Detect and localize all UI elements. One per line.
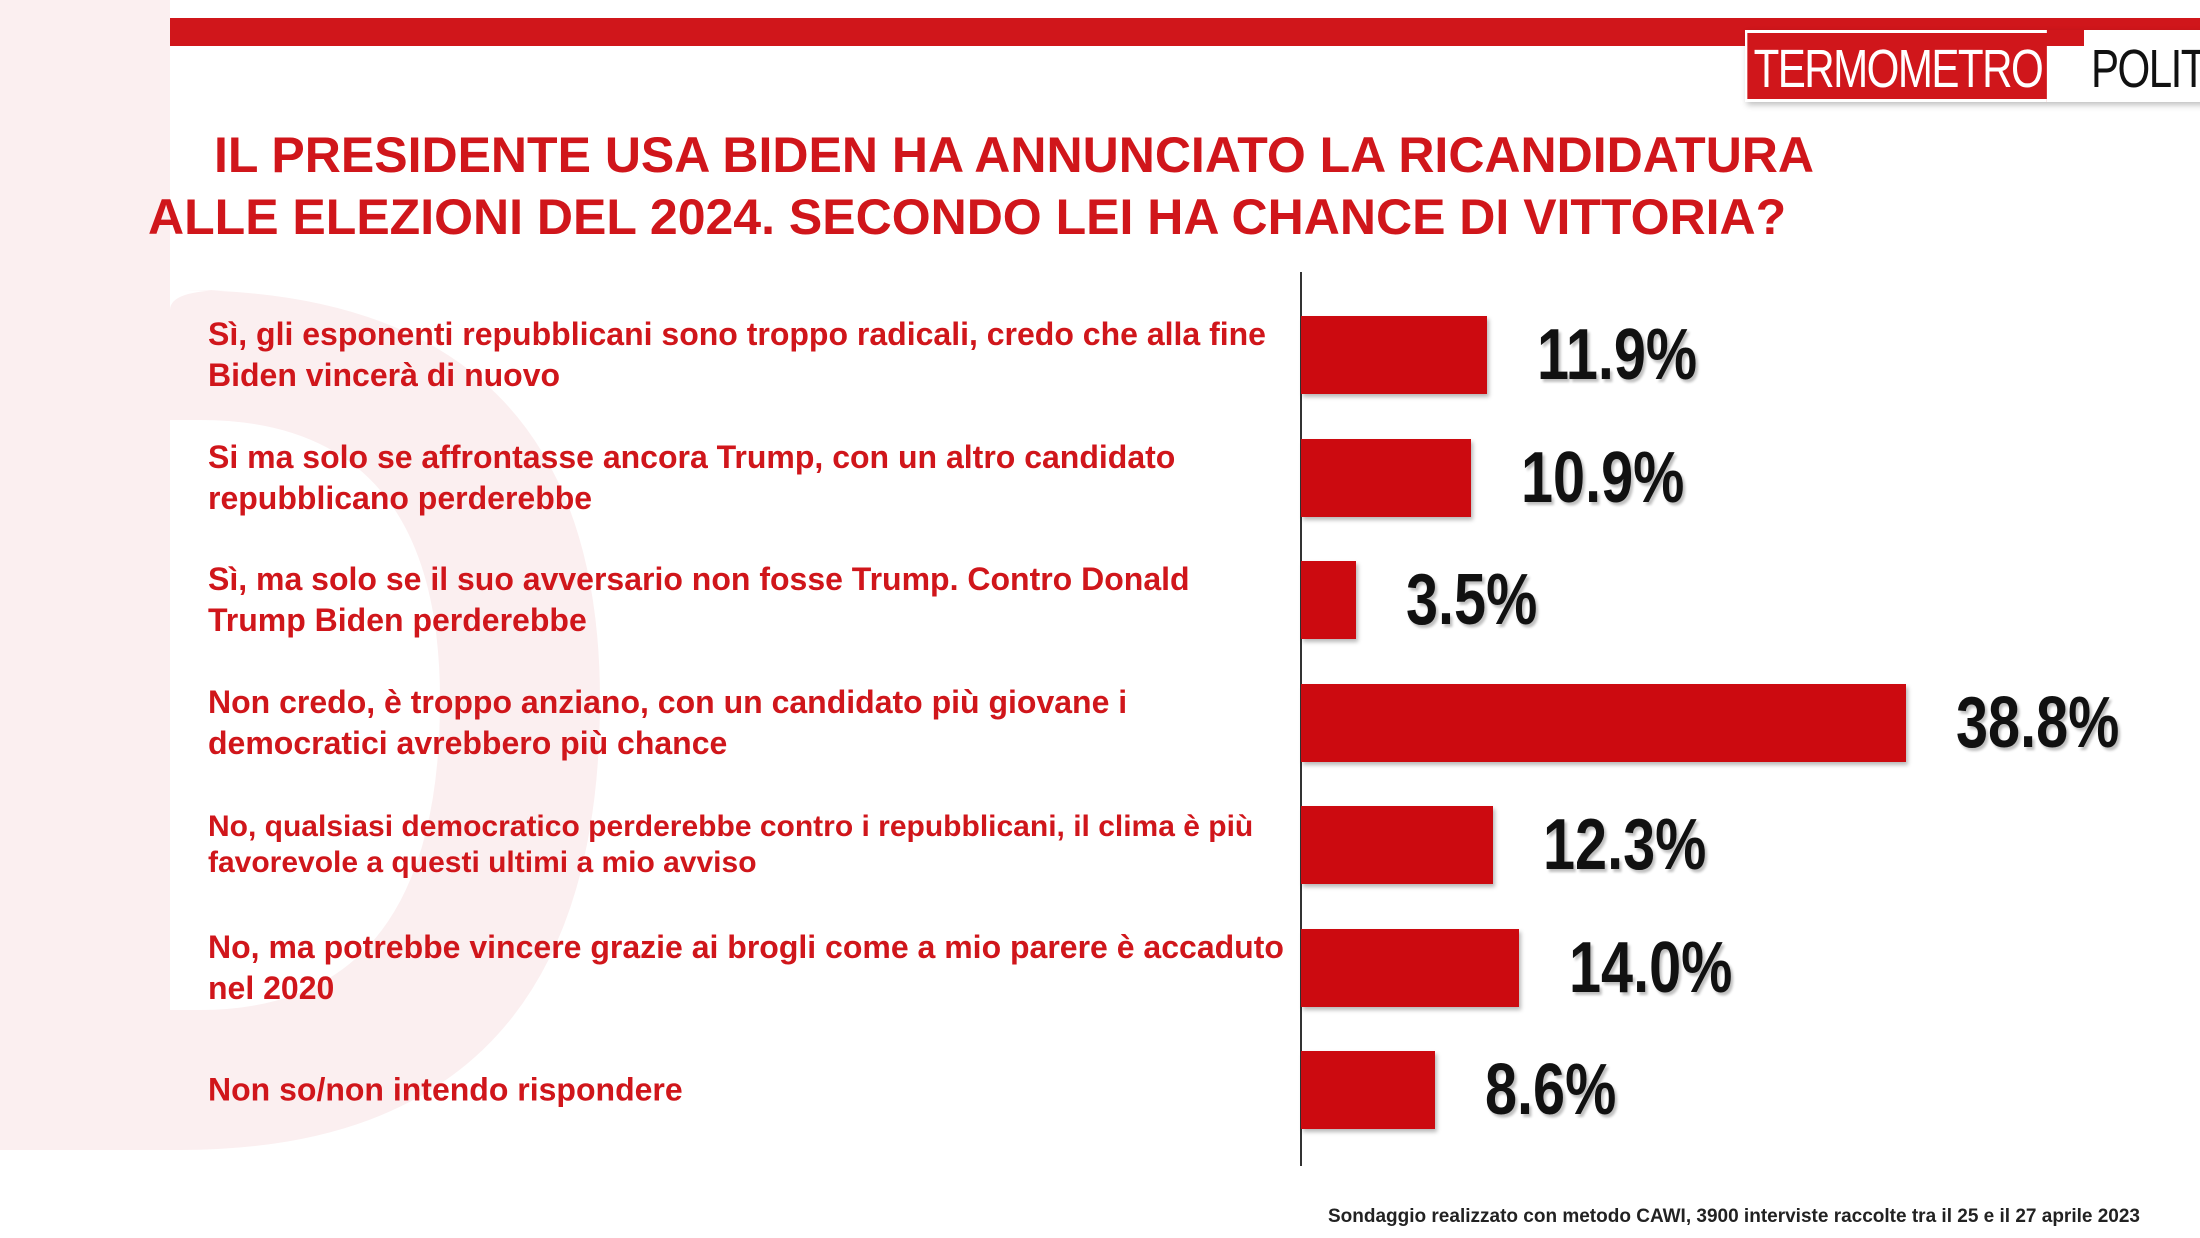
category-label: Sì, gli esponenti repubblicani sono trop… xyxy=(208,316,1266,393)
logo-text-politico: POLITICO xyxy=(2083,30,2200,102)
bar xyxy=(1301,683,1906,762)
value-label: 14.0% xyxy=(1569,927,1733,1008)
category-label: Si ma solo se affrontasse ancora Trump, … xyxy=(208,438,1176,516)
bar xyxy=(1301,438,1471,517)
value-label: 8.6% xyxy=(1485,1050,1617,1130)
category-label: Non credo, è troppo anziano, con un cand… xyxy=(208,683,1128,761)
logo-text-termometro: TERMOMETRO xyxy=(1745,30,2047,102)
value-label: 12.3% xyxy=(1542,805,1707,885)
bar xyxy=(1301,806,1493,884)
bar xyxy=(1301,316,1487,394)
bar xyxy=(1301,1051,1436,1129)
bar xyxy=(1301,561,1356,639)
value-label: 11.9% xyxy=(1536,315,1697,395)
category-label: Sì, ma solo se il suo avversario non fos… xyxy=(208,561,1190,638)
bar xyxy=(1301,928,1520,1007)
value-label: 38.8% xyxy=(1956,682,2120,763)
category-label: No, ma potrebbe vincere grazie ai brogli… xyxy=(208,928,1284,1006)
category-label: Non so/non intendo rispondere xyxy=(208,1071,683,1108)
value-label: 10.9% xyxy=(1520,437,1685,518)
survey-footnote: Sondaggio realizzato con metodo CAWI, 39… xyxy=(1327,1206,2140,1227)
termometro-politico-logo: TERMOMETRO POLITICO xyxy=(1745,30,2200,102)
category-label: No, qualsiasi democratico perderebbe con… xyxy=(208,810,1254,879)
value-label: 3.5% xyxy=(1405,560,1537,640)
